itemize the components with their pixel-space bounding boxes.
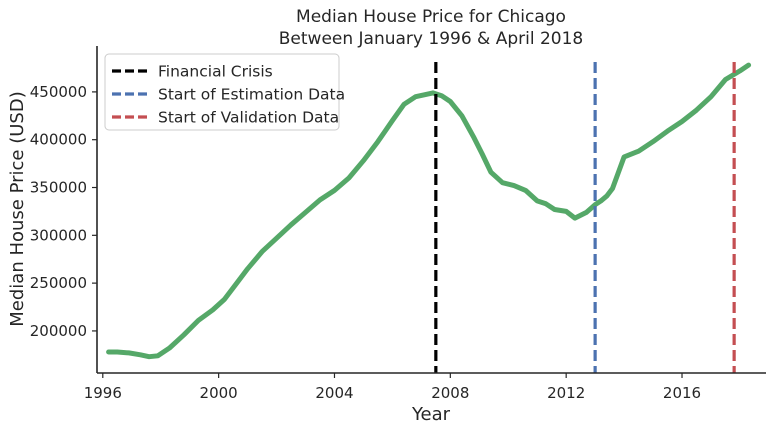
y-tick-label: 400000 (30, 131, 87, 149)
chart-title: Median House Price for Chicago (296, 7, 566, 27)
x-ticks: 1996 2000 2004 2008 2012 2016 (84, 373, 701, 402)
legend: Financial Crisis Start of Estimation Data… (104, 53, 345, 131)
legend-label: Start of Estimation Data (158, 86, 345, 104)
x-tick-label: 2016 (663, 384, 701, 402)
x-tick-label: 2012 (547, 384, 585, 402)
plot-area (106, 62, 752, 373)
x-tick-label: 2000 (200, 384, 238, 402)
y-ticks: 200000 250000 300000 350000 400000 450000 (30, 83, 97, 340)
x-tick-label: 1996 (84, 384, 122, 402)
y-axis-label: Median House Price (USD) (7, 91, 28, 326)
y-tick-label: 250000 (30, 274, 87, 292)
legend-box (104, 53, 340, 131)
y-tick-label: 350000 (30, 179, 87, 197)
legend-label: Financial Crisis (158, 63, 273, 81)
y-tick-label: 450000 (30, 83, 87, 101)
chart-subtitle: Between January 1996 & April 2018 (279, 29, 584, 49)
y-tick-label: 200000 (30, 322, 87, 340)
x-tick-label: 2004 (315, 384, 353, 402)
x-axis-label: Year (411, 404, 451, 425)
x-tick-label: 2008 (431, 384, 469, 402)
y-tick-label: 300000 (30, 226, 87, 244)
legend-label: Start of Validation Data (158, 109, 339, 127)
series-line-0 (106, 62, 752, 360)
